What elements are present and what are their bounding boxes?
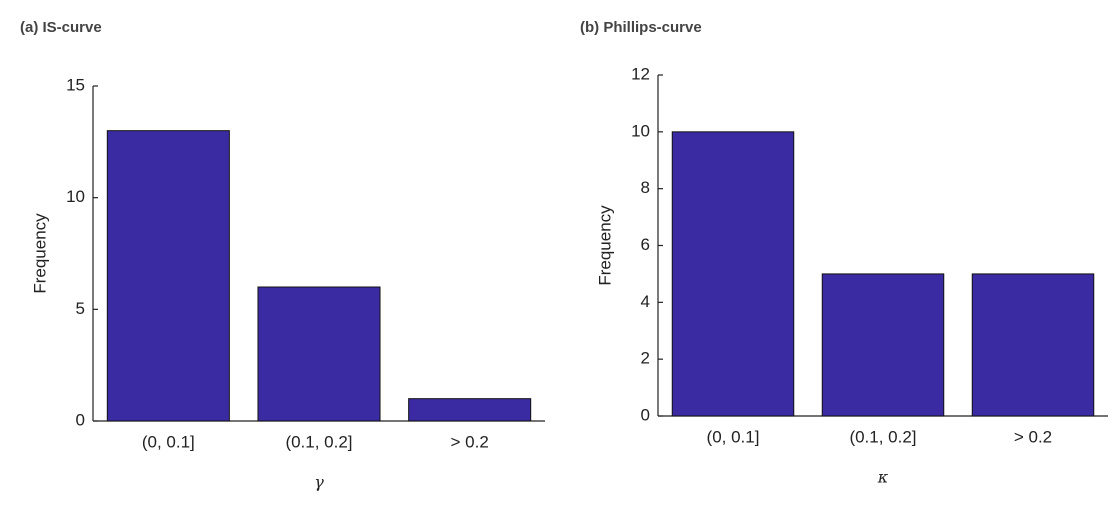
y-tick-label: 12 (631, 64, 650, 83)
bar (971, 273, 1095, 417)
chart-title: (a) IS-curve (20, 19, 102, 36)
bar (671, 131, 795, 417)
y-tick-label: 15 (66, 75, 85, 94)
y-tick-label: 10 (66, 187, 85, 206)
bar (257, 286, 381, 422)
x-tick-label: > 0.2 (451, 432, 489, 451)
y-axis-label: Frequency (30, 213, 49, 294)
x-tick-label: (0.1, 0.2] (849, 427, 916, 446)
x-tick-label: > 0.2 (1014, 427, 1052, 446)
y-tick-label: 10 (631, 121, 650, 140)
y-tick-label: 6 (641, 235, 650, 254)
y-tick-label: 0 (641, 405, 650, 424)
y-tick-label: 4 (641, 292, 650, 311)
x-tick-label: (0, 0.1] (142, 432, 195, 451)
bar (408, 398, 532, 422)
x-axis-label: κ (877, 468, 889, 487)
y-tick-label: 8 (641, 178, 650, 197)
y-tick-label: 2 (641, 349, 650, 368)
x-axis-label: γ (314, 473, 324, 492)
x-tick-label: (0.1, 0.2] (285, 432, 352, 451)
bar (106, 130, 230, 422)
x-tick-label: (0, 0.1] (707, 427, 760, 446)
y-axis-label: Frequency (595, 205, 614, 286)
chart-title: (b) Phillips-curve (580, 19, 702, 36)
y-tick-label: 5 (76, 299, 85, 318)
y-tick-label: 0 (76, 410, 85, 429)
bar (821, 273, 945, 417)
